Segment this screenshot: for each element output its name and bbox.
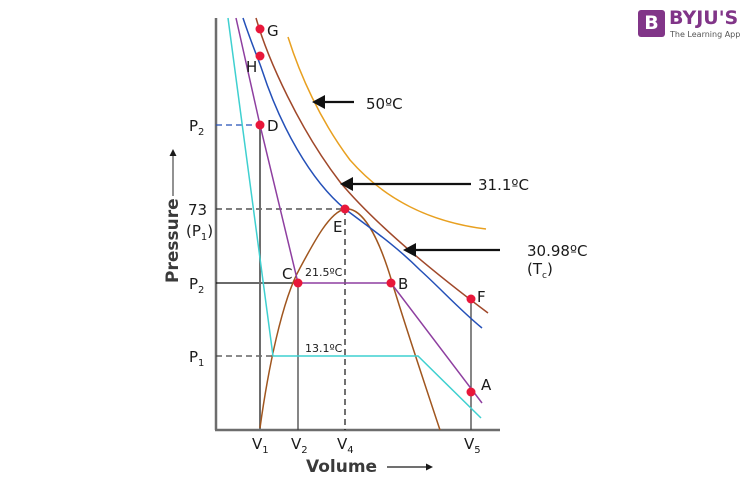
label-13-1c: 13.1ºC: [305, 342, 343, 355]
label-21-5c: 21.5ºC: [305, 266, 343, 279]
guide-lines: [216, 124, 472, 430]
label-b: B: [398, 275, 408, 293]
label-30-98c: 30.98ºC: [527, 242, 587, 260]
label-h: H: [246, 58, 257, 76]
xtick-v2: V2: [291, 435, 308, 456]
axes: [214, 18, 500, 432]
arrow-50-icon: [312, 95, 354, 109]
ytick-p1: P1: [189, 348, 204, 369]
xtick-v5: V5: [464, 435, 481, 456]
label-50c: 50ºC: [366, 95, 403, 113]
label-d: D: [267, 117, 279, 135]
isotherm-50: [287, 36, 487, 230]
arrow-31-1-icon: [340, 177, 471, 191]
isotherm-13-1: [227, 17, 482, 419]
xtick-v1: V1: [252, 435, 269, 456]
ytick-p1-alt: (P1): [186, 222, 213, 243]
points: [255, 24, 476, 397]
pressure-arrow-icon: [169, 149, 177, 196]
point-g: [255, 24, 265, 34]
isotherm-21-5: [235, 17, 483, 404]
label-a: A: [481, 376, 492, 394]
brand-name: BYJU'S: [669, 7, 739, 29]
x-axis-title: Volume: [306, 457, 377, 477]
label-g: G: [267, 22, 279, 40]
label-f: F: [477, 288, 486, 306]
point-f: [466, 294, 476, 304]
label-c: C: [282, 265, 292, 283]
point-c: [293, 278, 303, 288]
point-labels: G H D E C B F A: [246, 22, 492, 394]
point-a: [466, 387, 476, 397]
point-h: [255, 51, 265, 61]
byjus-logo-icon: B: [638, 10, 665, 37]
label-31-1c: 31.1ºC: [478, 176, 529, 194]
ytick-p2-top: P2: [189, 117, 204, 138]
y-axis-title: Pressure: [163, 198, 183, 283]
point-d: [255, 120, 265, 130]
arrow-critical-icon: [403, 243, 500, 257]
x-tick-labels: V1 V2 V4 V5: [252, 435, 481, 456]
volume-arrow-icon: [387, 463, 433, 471]
byjus-logo: B BYJU'S The Learning App: [638, 7, 748, 44]
point-b: [386, 278, 396, 288]
label-tc: (Tc): [527, 260, 553, 281]
y-tick-labels: P2 73 (P1) P2 P1: [186, 117, 213, 369]
isotherm-31-1: [255, 17, 489, 314]
xtick-v4: V4: [337, 435, 354, 456]
ytick-p2-mid: P2: [189, 275, 204, 296]
saturation-dome: [259, 208, 441, 431]
point-e: [340, 204, 350, 214]
label-e: E: [333, 218, 342, 236]
brand-tagline: The Learning App: [670, 30, 741, 39]
ytick-73: 73: [188, 201, 207, 219]
